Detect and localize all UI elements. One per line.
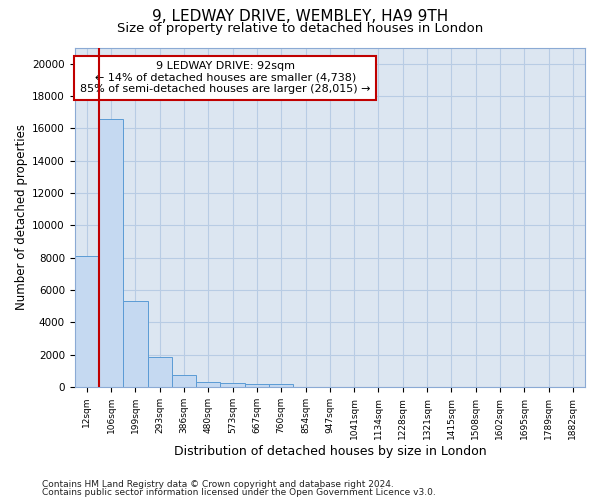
Bar (99, 118, 123, 387)
Bar (196, 382, 220, 387)
Text: 9, LEDWAY DRIVE, WEMBLEY, HA9 9TH: 9, LEDWAY DRIVE, WEMBLEY, HA9 9TH (152, 9, 448, 24)
Bar (269, 384, 293, 387)
Bar (220, 383, 245, 387)
Bar (172, 376, 196, 387)
Bar (245, 384, 269, 387)
Bar (74, 256, 99, 387)
Bar (123, 302, 148, 387)
X-axis label: Distribution of detached houses by size in London: Distribution of detached houses by size … (173, 444, 486, 458)
Text: Size of property relative to detached houses in London: Size of property relative to detached ho… (117, 22, 483, 35)
Bar (148, 357, 172, 387)
Text: 9 LEDWAY DRIVE: 92sqm
← 14% of detached houses are smaller (4,738)
85% of semi-d: 9 LEDWAY DRIVE: 92sqm ← 14% of detached … (80, 61, 370, 94)
Y-axis label: Number of detached properties: Number of detached properties (15, 124, 28, 310)
Text: Contains public sector information licensed under the Open Government Licence v3: Contains public sector information licen… (42, 488, 436, 497)
Text: Contains HM Land Registry data © Crown copyright and database right 2024.: Contains HM Land Registry data © Crown c… (42, 480, 394, 489)
